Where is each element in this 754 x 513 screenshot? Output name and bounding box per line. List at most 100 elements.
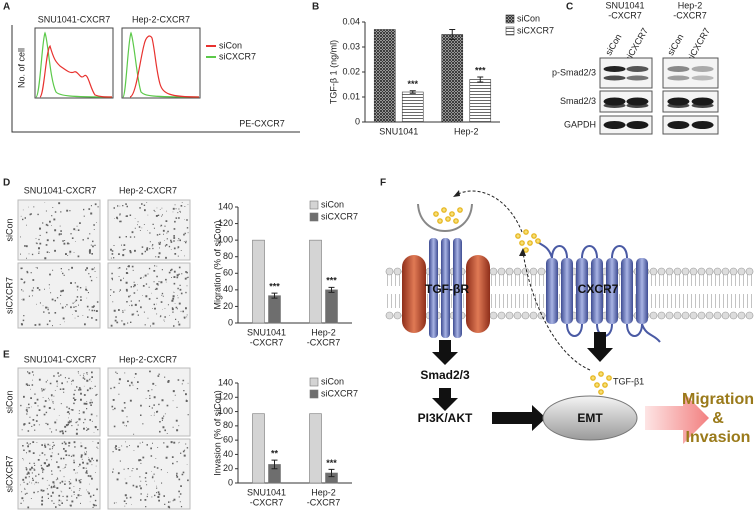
y-tick-label: 0 (228, 317, 233, 327)
blot-band (626, 103, 649, 108)
blot-band (691, 66, 714, 72)
cxcr7-helix (621, 258, 633, 324)
blot-frame (599, 57, 653, 89)
bar (309, 239, 322, 324)
panel-letter: E (3, 350, 10, 361)
legend-label: siCXCR7 (517, 25, 554, 35)
receptor-subunit (402, 255, 426, 333)
legend-swatch (309, 389, 319, 399)
blot-band (603, 75, 626, 81)
blot-band (667, 121, 690, 129)
significance-mark: *** (269, 282, 280, 292)
ligand-dot (531, 233, 537, 239)
pi3k-label: PI3K/AKT (418, 411, 473, 425)
outcome-label: Migration (682, 391, 754, 408)
cell-dots (20, 371, 99, 435)
arrow (587, 332, 613, 362)
bar (401, 91, 424, 123)
blot-row-label: Smad2/3 (560, 96, 596, 106)
receptor-label: TGF-βR (425, 282, 469, 296)
bar (373, 29, 396, 123)
legend-label: siCon (517, 13, 540, 23)
image-row-label: siCon (4, 218, 14, 241)
significance-mark: *** (407, 79, 418, 89)
blot-row-label: GAPDH (564, 119, 596, 129)
micrograph (107, 367, 191, 437)
ligand-cup (417, 203, 473, 232)
receptor-helix (453, 238, 462, 338)
significance-mark: *** (326, 276, 337, 286)
ligand-dot (598, 371, 604, 377)
image-column-label: Hep-2-CXCR7 (119, 354, 177, 364)
y-tick-label: 40 (223, 449, 233, 459)
cxcr7-label: CXCR7 (578, 282, 619, 296)
micrograph (107, 262, 191, 329)
error-bar (328, 468, 335, 478)
receptor-helix (429, 238, 438, 338)
ligand-dot (594, 382, 600, 388)
receptor-subunit (466, 255, 490, 333)
y-tick-label: 120 (218, 218, 233, 228)
micrograph (17, 199, 101, 261)
cxcr7-helix (636, 258, 648, 324)
histogram-curve (129, 35, 200, 98)
legend-swatch (505, 26, 515, 36)
ligand-dot (457, 207, 463, 213)
x-tick-label: Hep-2 (311, 327, 336, 337)
receptor-helix (441, 238, 450, 338)
lane-label: siCon (665, 32, 685, 57)
bar (325, 289, 338, 324)
image-column-label: SNU1041-CXCR7 (24, 354, 97, 364)
ligand-dot (535, 238, 541, 244)
flow-ylabel: No. of cell (16, 48, 26, 88)
ligand-dot (590, 375, 596, 381)
x-tick-label: SNU1041 (247, 327, 286, 337)
blot-frame (662, 57, 719, 89)
y-tick-label: 80 (223, 420, 233, 430)
ligand-dot (453, 218, 459, 224)
arrowhead (453, 190, 460, 197)
legend-swatch (309, 200, 319, 210)
legend-swatch (505, 14, 515, 24)
x-tick-label: Hep-2 (454, 126, 479, 136)
bar (469, 79, 492, 123)
ligand-dot (527, 240, 533, 246)
micrograph (17, 367, 101, 437)
y-tick-label: 20 (223, 301, 233, 311)
legend-swatch (309, 377, 319, 387)
image-row-label: siCon (4, 390, 14, 413)
panel-letter: B (312, 2, 319, 13)
arrow (432, 388, 458, 411)
ligand-dot (441, 207, 447, 213)
blot-band (603, 121, 626, 129)
y-tick-label: 60 (223, 435, 233, 445)
y-tick-label: 0.02 (342, 66, 360, 76)
y-axis-label: Invasion (% of siCon) (212, 390, 222, 476)
bar (252, 239, 265, 324)
y-tick-label: 120 (218, 392, 233, 402)
cxcr7-receptor (535, 239, 661, 343)
image-column-label: SNU1041-CXCR7 (24, 185, 97, 195)
emt-label: EMT (577, 411, 603, 425)
ligand-dots (433, 207, 612, 395)
error-bar (328, 286, 335, 293)
panel-letter: F (380, 178, 386, 189)
significance-mark: *** (475, 65, 486, 75)
smad-label: Smad2/3 (420, 368, 470, 382)
cxcr7-helix (546, 258, 558, 324)
cxcr7-helix (591, 258, 603, 324)
blot-band (626, 66, 649, 72)
pathway-diagram: TGF-βR CXCR7 TGF-β1 Smad2/3 PI3K/AKT EMT… (385, 190, 754, 446)
error-bar (271, 459, 278, 470)
arrowhead (519, 248, 526, 256)
error-bar (409, 90, 416, 94)
blot-band (691, 121, 714, 129)
image-row-label: siCXCR7 (4, 277, 14, 314)
ligand-dot (519, 240, 525, 246)
error-bar (271, 292, 278, 299)
significance-mark: *** (326, 458, 337, 468)
blot-band (603, 66, 626, 72)
legend-label: siCXCR7 (219, 51, 256, 61)
y-tick-label: 0.04 (342, 16, 360, 26)
blot-band (691, 103, 714, 108)
